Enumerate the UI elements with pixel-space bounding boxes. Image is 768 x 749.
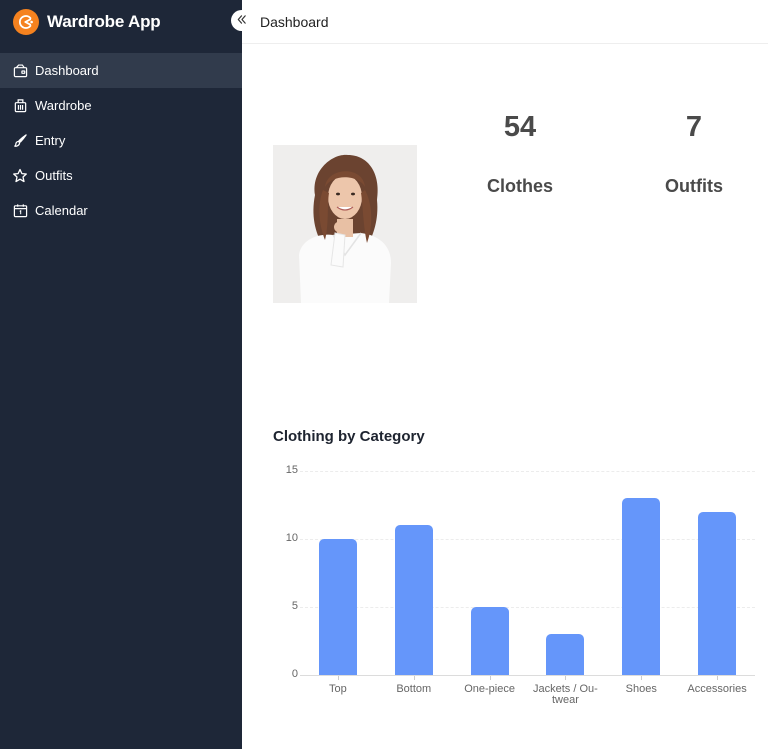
luggage-icon bbox=[12, 98, 28, 114]
bar-one-piece[interactable] bbox=[470, 607, 509, 675]
bar-shoes[interactable] bbox=[622, 498, 661, 675]
app-logo-icon bbox=[13, 9, 39, 35]
star-icon bbox=[12, 168, 28, 184]
x-axis-tick bbox=[641, 676, 643, 680]
x-axis-tick bbox=[717, 676, 719, 680]
brush-icon bbox=[12, 133, 28, 149]
collapse-sidebar-button[interactable] bbox=[231, 10, 252, 31]
bar-bottom[interactable] bbox=[394, 525, 433, 675]
stat-outfits-value: 7 bbox=[685, 111, 703, 143]
sidebar-item-entry[interactable]: Entry bbox=[0, 123, 242, 158]
x-axis-tick bbox=[489, 676, 491, 680]
sidebar-item-label: Outfits bbox=[35, 168, 73, 183]
app-title: Wardrobe App bbox=[47, 12, 161, 31]
sidebar-item-label: Dashboard bbox=[35, 63, 99, 78]
y-axis-tick-label: 5 bbox=[291, 600, 298, 612]
sidebar-item-calendar[interactable]: Calendar bbox=[0, 193, 242, 228]
chevrons-left-icon bbox=[236, 12, 247, 30]
avatar bbox=[273, 145, 417, 303]
sidebar-item-label: Entry bbox=[35, 133, 66, 148]
x-axis-tick-label: Bottom bbox=[396, 683, 432, 695]
sidebar-item-dashboard[interactable]: Dashboard bbox=[0, 53, 242, 88]
bar-accessories[interactable] bbox=[698, 511, 737, 675]
bar-jackets-outwear[interactable] bbox=[546, 634, 585, 675]
sidebar-item-label: Calendar bbox=[35, 203, 88, 218]
sidebar-item-wardrobe[interactable]: Wardrobe bbox=[0, 88, 242, 123]
y-axis-tick-label: 15 bbox=[285, 464, 298, 476]
chart-title: Clothing by Category bbox=[273, 428, 425, 445]
calendar-icon bbox=[12, 203, 28, 219]
gridline bbox=[300, 607, 755, 608]
gridline bbox=[300, 539, 755, 540]
sidebar-nav: Dashboard Wardrobe Entry bbox=[0, 53, 242, 228]
y-axis-tick-label: 0 bbox=[291, 668, 298, 680]
sidebar: Wardrobe App Dashboard Wardrobe bbox=[0, 0, 242, 749]
x-axis-line bbox=[300, 675, 755, 676]
stat-outfits-label: Outfits bbox=[665, 176, 723, 196]
top-bar: Dashboard bbox=[242, 0, 768, 44]
x-axis-tick-label: Accessories bbox=[687, 683, 747, 695]
x-axis-tick bbox=[565, 676, 567, 680]
brand: Wardrobe App bbox=[0, 0, 242, 44]
page-title: Dashboard bbox=[260, 13, 329, 30]
x-axis-tick-label: One-piece bbox=[464, 683, 515, 695]
gridline bbox=[300, 471, 755, 472]
y-axis-tick-label: 10 bbox=[285, 532, 298, 544]
stat-clothes: 54 Clothes bbox=[472, 111, 568, 197]
x-axis-tick bbox=[413, 676, 415, 680]
stat-outfits: 7 Outfits bbox=[646, 111, 742, 197]
stat-clothes-value: 54 bbox=[503, 111, 537, 143]
x-axis-tick-label: Jackets / Ou-twear bbox=[533, 683, 598, 706]
sidebar-item-label: Wardrobe bbox=[35, 98, 92, 113]
sidebar-item-outfits[interactable]: Outfits bbox=[0, 158, 242, 193]
x-axis-tick-label: Top bbox=[329, 683, 347, 695]
x-axis-tick-label: Shoes bbox=[625, 683, 657, 695]
clothing-by-category-chart: 0 5 10 15 Top Bottom One-piece Jackets / Ou-twe… bbox=[242, 455, 768, 725]
wallet-icon bbox=[12, 63, 28, 79]
x-axis-tick bbox=[337, 676, 339, 680]
bar-top[interactable] bbox=[318, 539, 357, 675]
main-content: Dashboard 54 Clothes bbox=[242, 0, 768, 749]
stat-clothes-label: Clothes bbox=[486, 176, 553, 196]
